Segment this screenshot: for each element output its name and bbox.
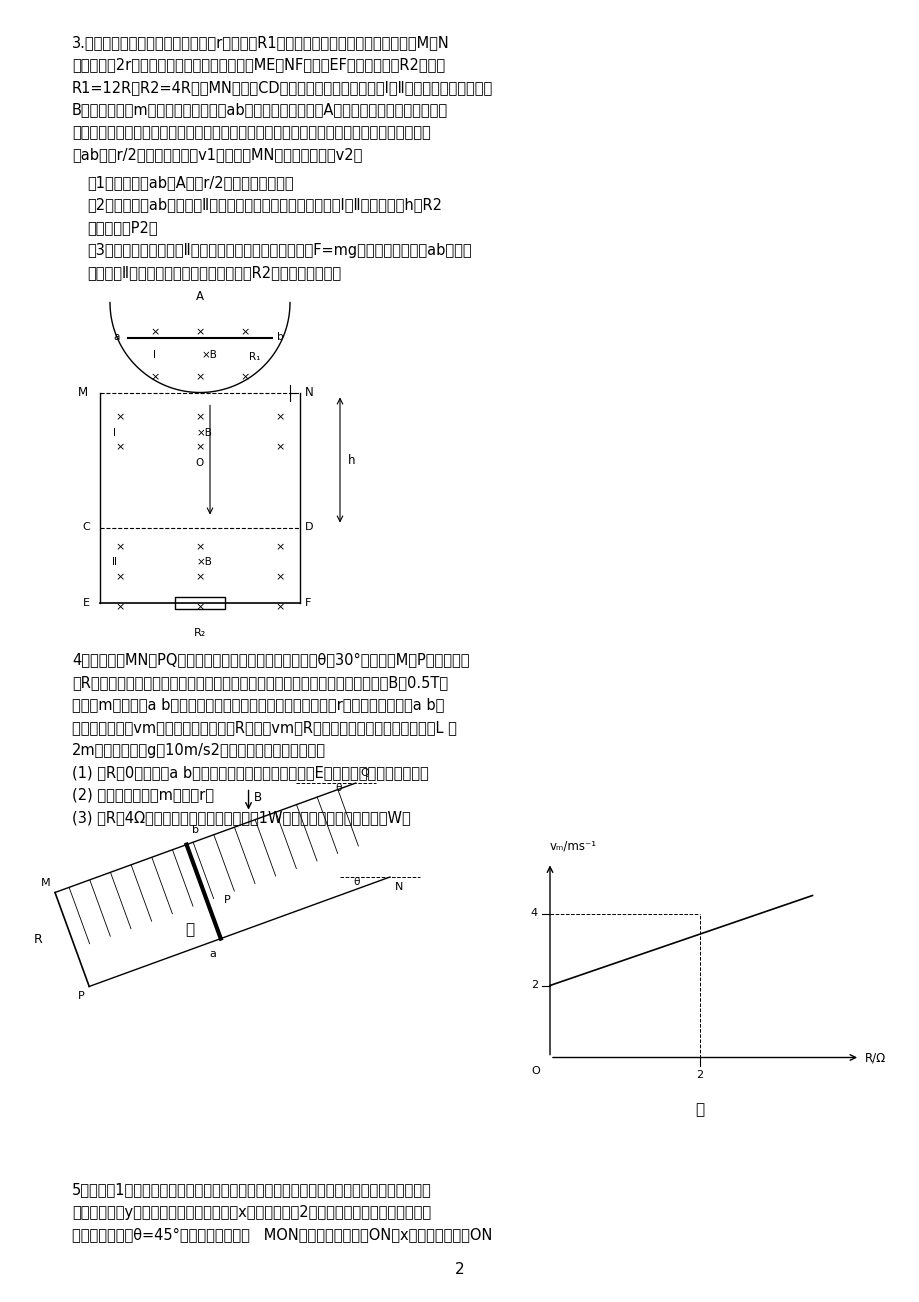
- Text: N: N: [394, 881, 403, 892]
- Text: ×: ×: [275, 443, 284, 453]
- Text: ×: ×: [275, 413, 284, 423]
- Text: （2）若导体棒ab进入磁场Ⅱ后棒中电流大小始终不变，求磁场Ⅰ和Ⅱ之间的距离h和R2: （2）若导体棒ab进入磁场Ⅱ后棒中电流大小始终不变，求磁场Ⅰ和Ⅱ之间的距离h和R…: [87, 198, 441, 212]
- Text: ×: ×: [195, 328, 204, 337]
- Text: ×: ×: [240, 328, 249, 337]
- Text: ×B: ×B: [197, 557, 212, 568]
- Text: 乙: 乙: [695, 1103, 704, 1117]
- Text: ×: ×: [150, 328, 160, 337]
- Text: M: M: [40, 878, 50, 888]
- Text: 4: 4: [530, 909, 538, 918]
- Text: F: F: [305, 598, 311, 608]
- Text: 磁感应强度沿y轴方向没有变化，与横坐标x的关系如下图2所示，图线是双曲线（坐标轴是: 磁感应强度沿y轴方向没有变化，与横坐标x的关系如下图2所示，图线是双曲线（坐标轴…: [72, 1204, 431, 1220]
- Text: 箱R，导轨所在空间存在匀强磁场，磁场方向垂直于轨道平面向上，磁感应强度为B＝0.5T。: 箱R，导轨所在空间存在匀强磁场，磁场方向垂直于轨道平面向上，磁感应强度为B＝0.…: [72, 674, 448, 690]
- Text: （3）当导体棒进入磁场Ⅱ时，施加一竖直向上的恒定外力F=mg的作用，求导体棒ab从开始: （3）当导体棒进入磁场Ⅱ时，施加一竖直向上的恒定外力F=mg的作用，求导体棒ab…: [87, 242, 471, 258]
- Text: ×: ×: [195, 413, 204, 423]
- Text: （1）求导体棒ab从A下落r/2时的加速度大小。: （1）求导体棒ab从A下落r/2时的加速度大小。: [87, 174, 293, 190]
- Text: vₘ/ms⁻¹: vₘ/ms⁻¹: [550, 840, 596, 853]
- Text: ×: ×: [115, 443, 125, 453]
- Text: ×: ×: [275, 543, 284, 552]
- Text: ×: ×: [195, 543, 204, 552]
- Text: ×: ×: [195, 573, 204, 582]
- Text: R₂: R₂: [194, 628, 206, 638]
- Text: l: l: [113, 427, 117, 437]
- Text: 质量为m的金属杆a b水平放置在轨道上，其接入电路的电阻值为r。现从静止释放杆a b，: 质量为m的金属杆a b水平放置在轨道上，其接入电路的电阻值为r。现从静止释放杆a…: [72, 698, 444, 712]
- Text: h: h: [347, 453, 355, 466]
- Text: D: D: [305, 522, 313, 533]
- Text: P: P: [223, 894, 231, 905]
- Text: N: N: [305, 385, 313, 398]
- Text: l: l: [153, 349, 156, 359]
- Text: ×: ×: [195, 372, 204, 383]
- Bar: [175, 596, 225, 608]
- Text: Ⅱ: Ⅱ: [112, 557, 118, 568]
- Text: C: C: [82, 522, 90, 533]
- Text: b: b: [277, 332, 283, 342]
- Text: ×B: ×B: [197, 427, 212, 437]
- Text: (1) 当R＝0时，求杆a b匀速下滑过程中产生感生电动势E的大小及杆中的电流方向；: (1) 当R＝0时，求杆a b匀速下滑过程中产生感生电动势E的大小及杆中的电流方…: [72, 766, 428, 780]
- Text: θ: θ: [353, 878, 359, 887]
- Text: E: E: [83, 598, 90, 608]
- Text: R₁: R₁: [249, 352, 261, 362]
- Text: 进入磁场Ⅱ到停止运动所通过的距离和电阻R2上所产生的热量。: 进入磁场Ⅱ到停止运动所通过的距离和电阻R2上所产生的热量。: [87, 266, 341, 280]
- Text: 处与相距为2r、电阻不计的平行光滑金属轨道ME、NF相接，EF之间接有电阻R2，已知: 处与相距为2r、电阻不计的平行光滑金属轨道ME、NF相接，EF之间接有电阻R2，…: [72, 57, 445, 73]
- Text: A: A: [196, 289, 204, 302]
- Text: B: B: [254, 792, 261, 805]
- Text: (2) 求金属杆的质量m和阻值r；: (2) 求金属杆的质量m和阻值r；: [72, 788, 214, 802]
- Text: ×: ×: [115, 573, 125, 582]
- Text: ×B: ×B: [202, 349, 218, 359]
- Text: 2m，重力加速度g取10m/s2，轨道足够长且电阻不计。: 2m，重力加速度g取10m/s2，轨道足够长且电阻不计。: [72, 742, 325, 758]
- Text: O: O: [530, 1065, 539, 1075]
- Text: b: b: [191, 824, 199, 835]
- Text: ×: ×: [115, 543, 125, 552]
- Text: 2: 2: [455, 1262, 464, 1277]
- Text: ×: ×: [195, 443, 204, 453]
- Text: Q: Q: [360, 768, 369, 779]
- Text: 棒ab下落r/2时的速度大小为v1，下落到MN处的速度大小为v2。: 棒ab下落r/2时的速度大小为v1，下落到MN处的速度大小为v2。: [72, 147, 362, 163]
- Text: 3.如图所示，竖直平面内有一半径为r、内阻为R1、粗细均匀的光滑半圆形金属环，在M、N: 3.如图所示，竖直平面内有一半径为r、内阻为R1、粗细均匀的光滑半圆形金属环，在…: [72, 35, 449, 49]
- Text: 5．如下图1所示，水平面内的直角坐标系的第一象限有磁场分布，方向垂直于水平面向下，: 5．如下图1所示，水平面内的直角坐标系的第一象限有磁场分布，方向垂直于水平面向下…: [72, 1182, 431, 1198]
- Text: M: M: [78, 385, 88, 398]
- Text: ×: ×: [275, 573, 284, 582]
- Text: P: P: [77, 991, 85, 1001]
- Text: 测得最大速度为vm。改变电阻箱的阻值R，得到vm与R的关系如图乙所示。已知轨距为L ＝: 测得最大速度为vm。改变电阻箱的阻值R，得到vm与R的关系如图乙所示。已知轨距为…: [72, 720, 457, 736]
- Text: 2: 2: [530, 980, 538, 991]
- Text: 2: 2: [696, 1069, 703, 1079]
- Text: a: a: [209, 949, 216, 958]
- Text: ×: ×: [195, 603, 204, 612]
- Text: O: O: [196, 457, 204, 467]
- Text: R: R: [33, 934, 42, 947]
- Text: 4．如图甲，MN、PQ两条平行的光滑金属轨道与水平面成θ＝30°角固定，M、P之间接电阻: 4．如图甲，MN、PQ两条平行的光滑金属轨道与水平面成θ＝30°角固定，M、P之…: [72, 652, 469, 668]
- Text: ×: ×: [150, 372, 160, 383]
- Text: 渐进线）；顶角θ=45°的光滑金属长导轨   MON固定在水平面内，ON与x轴重合，一根与ON: 渐进线）；顶角θ=45°的光滑金属长导轨 MON固定在水平面内，ON与x轴重合，…: [72, 1228, 492, 1242]
- Text: 上的电功率P2。: 上的电功率P2。: [87, 220, 157, 234]
- Text: B。现有质量为m、电阻不计的导体棒ab，从半圆环的最高点A处由静止下落，在下落过程中: B。现有质量为m、电阻不计的导体棒ab，从半圆环的最高点A处由静止下落，在下落过…: [72, 103, 448, 117]
- Text: a: a: [114, 332, 119, 342]
- Text: 导体棒始终保持水平，与半圆形金属环及轨道接触良好，两平行刘轨老师道足够长。已知导体: 导体棒始终保持水平，与半圆形金属环及轨道接触良好，两平行刘轨老师道足够长。已知导…: [72, 125, 430, 141]
- Text: 甲: 甲: [186, 922, 194, 937]
- Text: R/Ω: R/Ω: [864, 1051, 885, 1064]
- Text: ×: ×: [115, 603, 125, 612]
- Text: ×: ×: [115, 413, 125, 423]
- Text: ×: ×: [240, 372, 249, 383]
- Text: (3) 当R＝4Ω时，求回路瞬时电功率每增加1W的过程中合外力对杆做的功W。: (3) 当R＝4Ω时，求回路瞬时电功率每增加1W的过程中合外力对杆做的功W。: [72, 810, 410, 825]
- Text: ×: ×: [275, 603, 284, 612]
- Text: R1=12R，R2=4R。在MN上方及CD下方有水平方向的匀强磁场Ⅰ和Ⅱ，磁感应强度大小均为: R1=12R，R2=4R。在MN上方及CD下方有水平方向的匀强磁场Ⅰ和Ⅱ，磁感应…: [72, 79, 493, 95]
- Text: θ: θ: [335, 783, 342, 793]
